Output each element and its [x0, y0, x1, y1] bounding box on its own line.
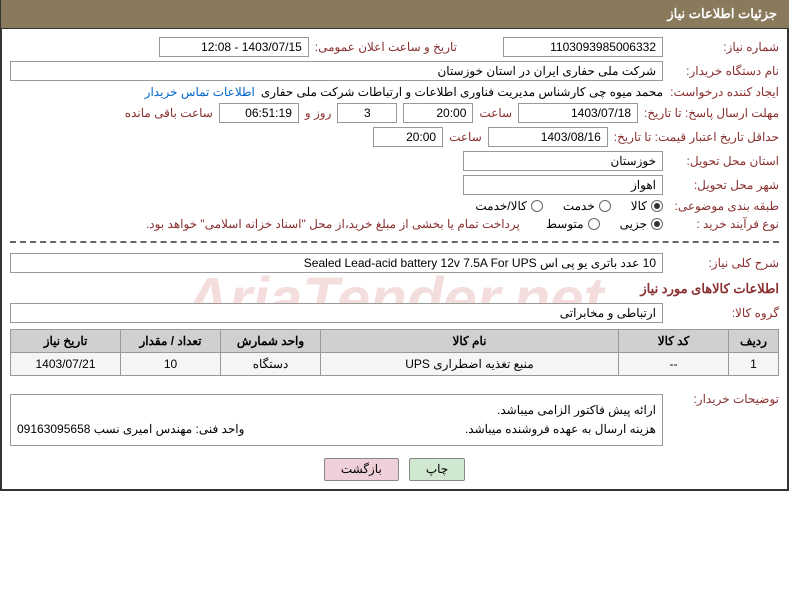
time-label-2: ساعت [449, 130, 482, 144]
cell-name: منبع تغذیه اضطراری UPS [321, 353, 619, 376]
table-row: 1 -- منبع تغذیه اضطراری UPS دستگاه 10 14… [11, 353, 779, 376]
purchase-process-label: نوع فرآیند خرید : [669, 217, 779, 231]
page-title: جزئیات اطلاعات نیاز [667, 6, 777, 21]
goods-group-field: ارتباطی و مخابراتی [10, 303, 663, 323]
reply-date-field: 1403/07/18 [518, 103, 638, 123]
price-validity-time-field: 20:00 [373, 127, 443, 147]
buyer-org-field: شرکت ملی حفاری ایران در استان خوزستان [10, 61, 663, 81]
countdown-label: ساعت باقی مانده [125, 106, 213, 120]
button-row: چاپ بازگشت [10, 458, 779, 481]
contact-buyer-link[interactable]: اطلاعات تماس خریدار [145, 85, 255, 99]
time-label-1: ساعت [479, 106, 512, 120]
category-label: طبقه بندی موضوعی: [669, 199, 779, 213]
category-service-label: خدمت [563, 199, 595, 213]
radio-icon [531, 200, 543, 212]
cell-code: -- [619, 353, 729, 376]
buyer-note-line1: ارائه پیش فاکتور الزامی میباشد. [17, 401, 656, 420]
category-radio-service[interactable]: خدمت [563, 199, 611, 213]
table-header-row: ردیف کد کالا نام کالا واحد شمارش تعداد /… [11, 330, 779, 353]
need-desc-field: 10 عدد باتری یو پی اس Sealed Lead-acid b… [10, 253, 663, 273]
announce-datetime-label: تاریخ و ساعت اعلان عمومی: [315, 40, 457, 54]
back-button[interactable]: بازگشت [324, 458, 399, 481]
th-need-date: تاریخ نیاز [11, 330, 121, 353]
th-unit: واحد شمارش [221, 330, 321, 353]
th-name: نام کالا [321, 330, 619, 353]
th-row: ردیف [729, 330, 779, 353]
cell-unit: دستگاه [221, 353, 321, 376]
cell-need-date: 1403/07/21 [11, 353, 121, 376]
price-validity-date-field: 1403/08/16 [488, 127, 608, 147]
payment-note: پرداخت تمام یا بخشی از مبلغ خرید،از محل … [146, 217, 520, 231]
days-remaining-field: 3 [337, 103, 397, 123]
delivery-province-field: خوزستان [463, 151, 663, 171]
need-number-field: 1103093985006332 [503, 37, 663, 57]
buyer-org-label: نام دستگاه خریدار: [669, 64, 779, 78]
requester-value: محمد میوه چی کارشناس مدیریت فناوری اطلاع… [261, 85, 663, 99]
buyer-note-line2: هزینه ارسال به عهده فروشنده میباشد. [465, 420, 656, 439]
category-radio-group: کالا خدمت کالا/خدمت [475, 199, 663, 213]
announce-datetime-field: 1403/07/15 - 12:08 [159, 37, 309, 57]
main-content-frame: شماره نیاز: 1103093985006332 تاریخ و ساع… [0, 28, 789, 491]
goods-table: ردیف کد کالا نام کالا واحد شمارش تعداد /… [10, 329, 779, 376]
price-validity-label: حداقل تاریخ اعتبار قیمت: تا تاریخ: [614, 130, 779, 144]
process-radio-medium[interactable]: متوسط [546, 217, 600, 231]
category-radio-goods[interactable]: کالا [631, 199, 663, 213]
category-goods-service-label: کالا/خدمت [475, 199, 526, 213]
th-code: کد کالا [619, 330, 729, 353]
requester-label: ایجاد کننده درخواست: [669, 85, 779, 99]
category-radio-goods-service[interactable]: کالا/خدمت [475, 199, 542, 213]
goods-info-title: اطلاعات کالاهای مورد نیاز [10, 281, 779, 297]
cell-qty: 10 [121, 353, 221, 376]
reply-deadline-label: مهلت ارسال پاسخ: تا تاریخ: [644, 106, 779, 120]
page-header: جزئیات اطلاعات نیاز [0, 0, 789, 28]
reply-time-field: 20:00 [403, 103, 473, 123]
process-partial-label: جزیی [620, 217, 647, 231]
section-divider [10, 241, 779, 243]
delivery-city-label: شهر محل تحویل: [669, 178, 779, 192]
need-desc-label: شرح کلی نیاز: [669, 256, 779, 270]
delivery-province-label: استان محل تحویل: [669, 154, 779, 168]
delivery-city-field: اهواز [463, 175, 663, 195]
goods-group-label: گروه کالا: [669, 306, 779, 320]
need-number-label: شماره نیاز: [669, 40, 779, 54]
process-radio-group: جزیی متوسط [546, 217, 663, 231]
print-button[interactable]: چاپ [409, 458, 465, 481]
buyer-notes-box: ارائه پیش فاکتور الزامی میباشد. هزینه ار… [10, 394, 663, 446]
process-medium-label: متوسط [546, 217, 584, 231]
radio-icon [588, 218, 600, 230]
category-goods-label: کالا [631, 199, 647, 213]
th-qty: تعداد / مقدار [121, 330, 221, 353]
countdown-field: 06:51:19 [219, 103, 299, 123]
days-and-label: روز و [305, 106, 332, 120]
buyer-notes-label: توضیحات خریدار: [669, 386, 779, 406]
radio-icon [651, 218, 663, 230]
cell-row: 1 [729, 353, 779, 376]
radio-icon [651, 200, 663, 212]
process-radio-partial[interactable]: جزیی [620, 217, 663, 231]
buyer-note-line3: واحد فنی: مهندس امیری نسب 09163095658 [17, 420, 244, 439]
radio-icon [599, 200, 611, 212]
